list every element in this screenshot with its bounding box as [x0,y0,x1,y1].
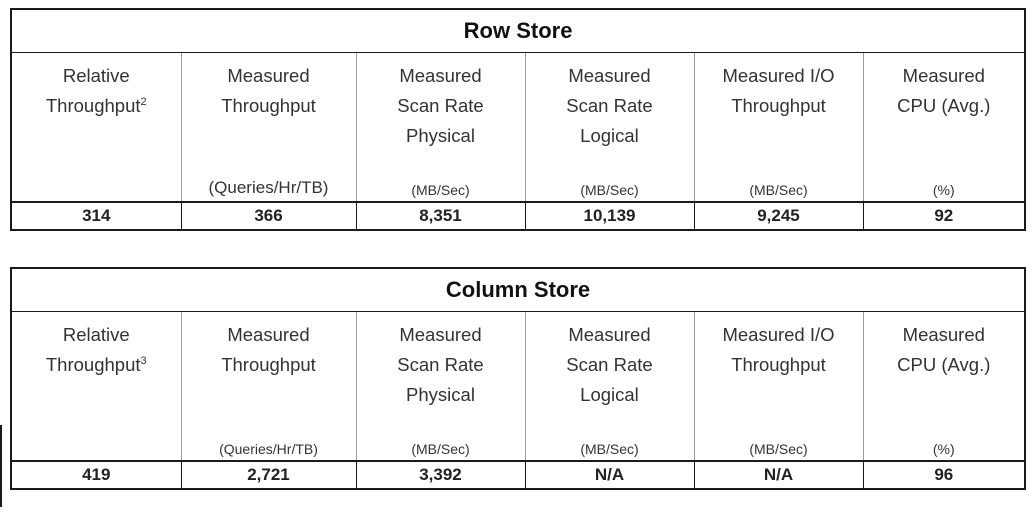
row-store-header-measured-throughput: Measured Throughput (Queries/Hr/TB) [181,52,357,202]
row-store-title: Row Store [11,9,1026,53]
unit-label: (Queries/Hr/TB) [219,441,318,457]
unit-label: (MB/Sec) [749,182,808,198]
header-line: Scan Rate [397,95,484,116]
row-store-header-scan-rate-logical: Measured Scan Rate Logical (MB/Sec) [525,52,695,202]
column-store-title: Column Store [11,268,1026,312]
unit-label: (Queries/Hr/TB) [208,178,329,197]
row-store-value-scan-rate-logical: 10,139 [525,201,695,230]
column-store-value-measured-throughput: 2,721 [181,460,357,489]
column-store-header-scan-rate-logical: Measured Scan Rate Logical (MB/Sec) [525,311,695,461]
row-store-header-io-throughput: Measured I/O Throughput (MB/Sec) [694,52,864,202]
column-store-value-io-throughput: N/A [694,460,864,489]
header-line: Measured [227,324,310,345]
row-store-header-scan-rate-physical: Measured Scan Rate Physical (MB/Sec) [356,52,526,202]
header-line-with-sup: Throughput3 [12,350,181,380]
column-store-value-row: 419 2,721 3,392 N/A N/A 96 [11,460,1026,489]
header-line: Relative [62,65,130,86]
column-store-header-relative-throughput: Relative Throughput3 [11,311,182,461]
header-line: Physical [406,384,475,405]
row-store-value-relative-throughput: 314 [11,201,182,230]
header-line: Measured I/O [722,324,835,345]
header-line: Throughput [221,95,316,116]
column-store-header-io-throughput: Measured I/O Throughput (MB/Sec) [694,311,864,461]
header-line: Scan Rate [566,354,653,375]
header-line: Relative [62,324,130,345]
header-line: Logical [580,125,639,146]
unit-label: (MB/Sec) [749,441,808,457]
header-line: Measured I/O [722,65,835,86]
header-line: Measured [227,65,310,86]
header-line: Throughput [731,95,826,116]
header-line: Logical [580,384,639,405]
footnote-superscript: 3 [140,354,147,367]
unit-label: (MB/Sec) [411,182,470,198]
header-line: Measured [399,324,482,345]
row-store-header-relative-throughput: Relative Throughput2 [11,52,182,202]
unit-label: (%) [932,441,955,457]
column-store-value-relative-throughput: 419 [11,460,182,489]
header-line: Measured [568,324,651,345]
row-store-value-scan-rate-physical: 8,351 [356,201,526,230]
column-store-header-row: Relative Throughput3 Measured Throughput… [11,311,1025,462]
header-line: Physical [406,125,475,146]
row-store-header-cpu: Measured CPU (Avg.) (%) [863,53,1025,203]
header-line: Measured [568,65,651,86]
footnote-superscript: 2 [140,95,147,108]
column-store-header-measured-throughput: Measured Throughput (Queries/Hr/TB) [181,311,357,461]
header-line-with-sup: Throughput2 [12,91,181,121]
unit-label: (%) [932,182,955,198]
header-line: Throughput [731,354,826,375]
header-line: Scan Rate [397,354,484,375]
column-store-table: Column Store Relative Throughput3 Measur… [10,267,1027,490]
row-store-value-row: 314 366 8,351 10,139 9,245 92 [11,201,1026,230]
unit-label: (MB/Sec) [411,441,470,457]
page-edge-line [0,425,2,507]
header-line: Measured [902,324,985,345]
row-store-table: Row Store Relative Throughput2 Measured … [10,8,1027,231]
column-store-header-cpu: Measured CPU (Avg.) (%) [863,312,1025,462]
header-line: CPU (Avg.) [897,354,991,375]
header-line: Throughput [45,354,141,375]
column-store-value-scan-rate-physical: 3,392 [356,460,526,489]
header-line: Throughput [221,354,316,375]
column-store-value-scan-rate-logical: N/A [525,460,695,489]
header-line: CPU (Avg.) [897,95,991,116]
header-line: Throughput [45,95,141,116]
row-store-value-cpu: 92 [863,201,1026,230]
column-store-value-cpu: 96 [863,460,1026,489]
unit-label: (MB/Sec) [580,182,639,198]
header-line: Scan Rate [566,95,653,116]
row-store-value-io-throughput: 9,245 [694,201,864,230]
header-line: Measured [902,65,985,86]
row-store-header-row: Relative Throughput2 Measured Throughput… [11,52,1025,203]
row-store-value-measured-throughput: 366 [181,201,357,230]
column-store-header-scan-rate-physical: Measured Scan Rate Physical (MB/Sec) [356,311,526,461]
unit-label: (MB/Sec) [580,441,639,457]
header-line: Measured [399,65,482,86]
